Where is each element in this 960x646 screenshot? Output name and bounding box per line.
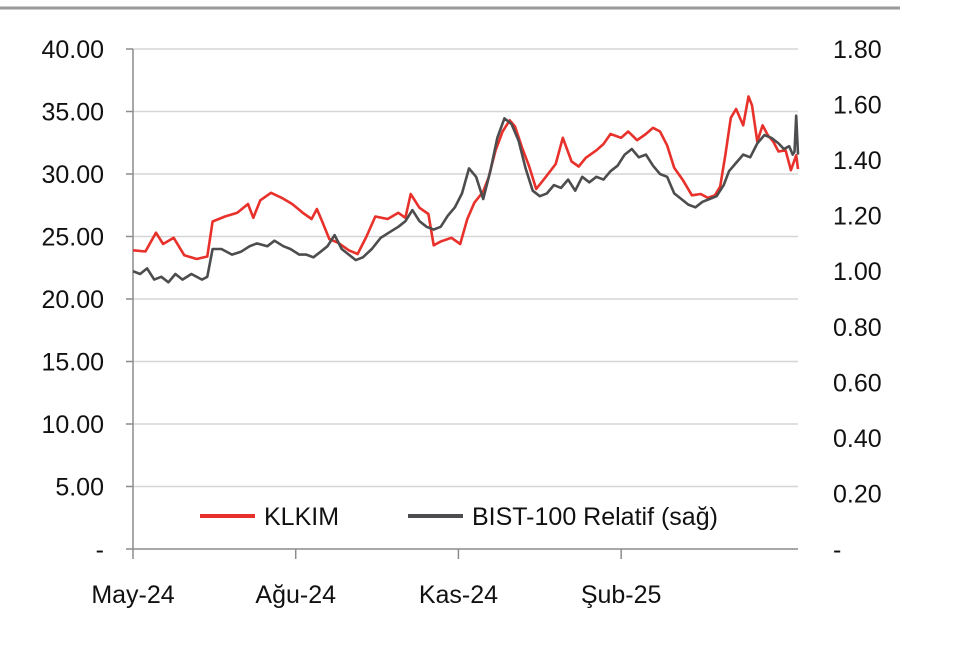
right-tick-label: 0.60	[833, 369, 882, 397]
right-axis-ticks: - 0.20 0.40 0.60 0.80 1.00 1.20 1.40 1.60 1.80	[833, 36, 882, 564]
left-tick-label: -	[96, 536, 104, 564]
series-line-bist100	[132, 114, 800, 284]
left-tick-label: 30.00	[41, 161, 104, 189]
left-tick-label: 20.00	[41, 286, 104, 314]
left-tick-label: 10.00	[41, 411, 104, 439]
legend-label-klkim: KLKIM	[264, 503, 339, 531]
left-tick-label: 25.00	[41, 224, 104, 252]
legend: KLKIM BIST-100 Relatif (sağ)	[200, 503, 718, 531]
right-tick-label: 1.20	[833, 203, 882, 231]
right-tick-label: 1.60	[833, 92, 882, 120]
left-tick-label: 15.00	[41, 349, 104, 377]
series-line-klkim	[132, 95, 800, 261]
x-tick-label: May-24	[91, 581, 174, 609]
series-layer	[132, 95, 800, 284]
right-tick-label: -	[833, 536, 841, 564]
right-tick-label: 0.80	[833, 314, 882, 342]
right-tick-label: 0.40	[833, 425, 882, 453]
left-tick-label: 5.00	[55, 474, 104, 502]
legend-label-bist100: BIST-100 Relatif (sağ)	[472, 503, 718, 531]
right-tick-label: 0.20	[833, 480, 882, 508]
right-tick-label: 1.40	[833, 147, 882, 175]
gridlines	[132, 48, 798, 550]
right-tick-label: 1.00	[833, 258, 882, 286]
x-tick-label: Kas-24	[419, 581, 498, 609]
x-axis-ticks: May-24 Ağu-24 Kas-24 Şub-25	[91, 549, 661, 609]
right-tick-label: 1.80	[833, 36, 882, 64]
left-axis-ticks: - 5.00 10.00 15.00 20.00 25.00 30.00 35.00 40.00	[41, 36, 133, 564]
x-tick-label: Ağu-24	[255, 581, 336, 609]
left-tick-label: 35.00	[41, 99, 104, 127]
x-tick-label: Şub-25	[581, 581, 662, 609]
left-tick-label: 40.00	[41, 36, 104, 64]
